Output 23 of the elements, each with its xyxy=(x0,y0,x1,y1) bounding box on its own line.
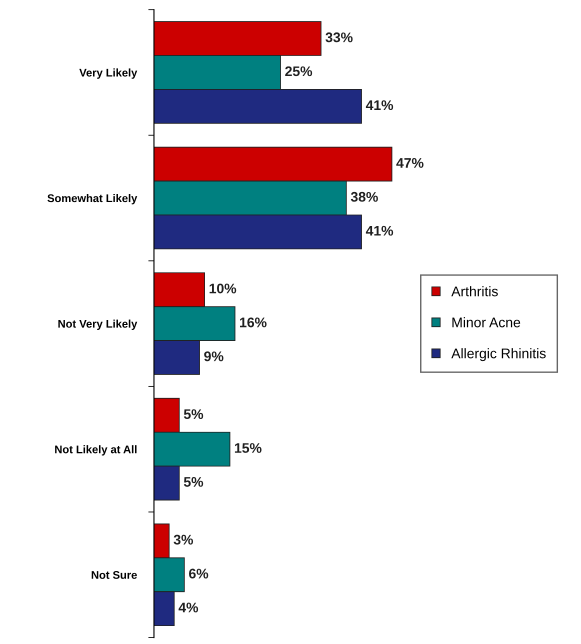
data-label: 15% xyxy=(234,443,262,453)
data-label: 16% xyxy=(240,318,267,328)
data-label: 33% xyxy=(326,32,353,42)
legend-label: Minor Acne xyxy=(452,317,520,328)
legend-label: Allergic Rhinitis xyxy=(451,348,546,362)
legend-label: Arthritis xyxy=(451,286,498,296)
data-label: 10% xyxy=(210,284,236,294)
data-label: 6% xyxy=(189,568,208,578)
data-label: 41% xyxy=(366,226,394,236)
y-tick-label: Very Likely xyxy=(79,68,138,79)
y-tick-label: Not Very Likely xyxy=(58,320,138,330)
y-tick-label: Not Sure xyxy=(92,571,137,579)
data-label: 41% xyxy=(366,100,394,110)
data-label: 25% xyxy=(285,66,312,76)
data-label: 3% xyxy=(174,534,194,545)
data-label: 47% xyxy=(396,158,424,168)
data-label: 5% xyxy=(184,477,204,487)
y-tick-label: Not Likely at All xyxy=(55,445,137,456)
data-label: 4% xyxy=(178,602,198,612)
data-label: 38% xyxy=(350,192,378,202)
data-label: 5% xyxy=(184,409,204,420)
data-label: 9% xyxy=(204,351,224,362)
y-tick-label: Somewhat Likely xyxy=(47,194,138,204)
